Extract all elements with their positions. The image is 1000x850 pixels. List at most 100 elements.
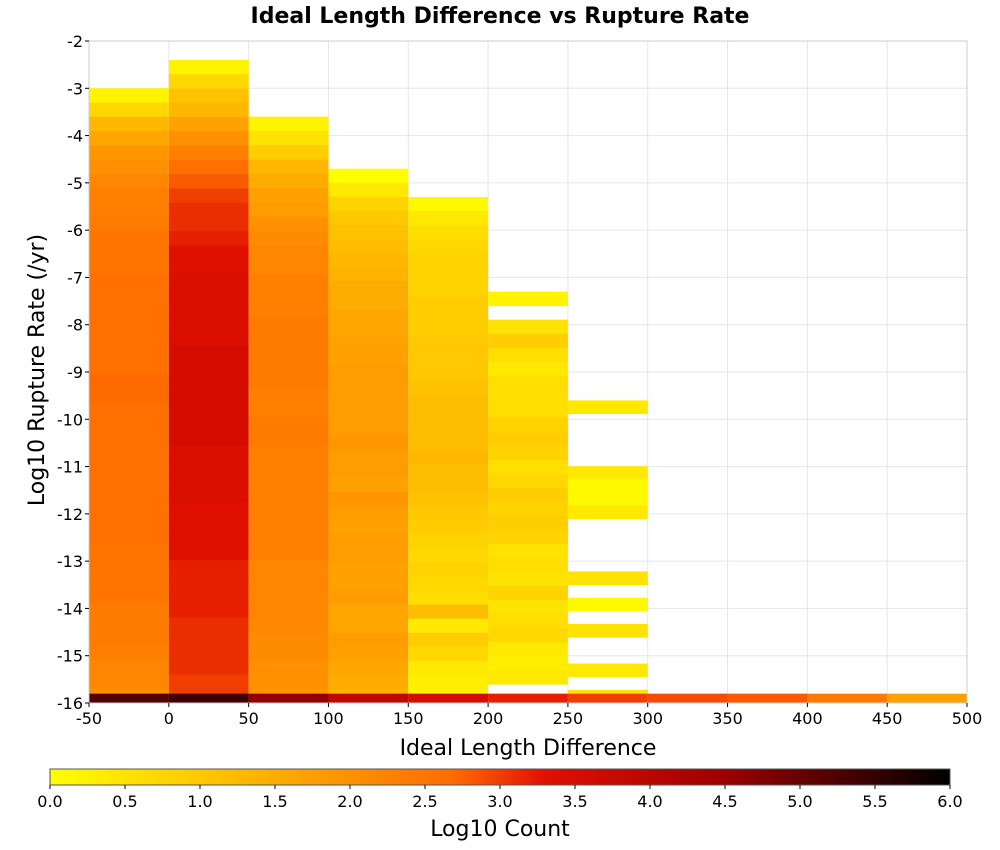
heatmap-cell <box>488 487 568 503</box>
heatmap-cell <box>408 618 489 634</box>
heatmap-cell <box>248 674 329 690</box>
heatmap-cell <box>168 574 249 590</box>
heatmap-cell <box>328 224 409 240</box>
heatmap-cell <box>248 202 329 218</box>
heatmap-cell <box>168 317 249 332</box>
heatmap-cell <box>168 102 249 118</box>
heatmap-cell <box>168 88 249 104</box>
x-tick-label: 200 <box>473 709 504 728</box>
heatmap-cell <box>328 534 409 549</box>
heatmap-cell <box>328 562 409 577</box>
heatmap-cell <box>248 302 329 318</box>
heatmap-cell <box>248 245 329 261</box>
colorbar-tick-label: 4.5 <box>712 792 737 811</box>
heatmap-cell <box>89 302 169 318</box>
heatmap-cell <box>328 253 409 268</box>
x-axis-label: Ideal Length Difference <box>400 736 657 761</box>
heatmap-cell <box>248 559 329 575</box>
heatmap-cell <box>408 478 489 493</box>
heatmap-cell <box>328 323 409 338</box>
colorbar-tick-label: 0.5 <box>112 792 137 811</box>
heatmap-cell <box>168 374 249 390</box>
heatmap-cell <box>328 210 409 226</box>
heatmap-cell <box>488 459 568 475</box>
heatmap-cell <box>488 693 568 703</box>
heatmap-cell <box>168 302 249 318</box>
heatmap-cell <box>248 188 329 203</box>
heatmap-cell <box>168 445 249 461</box>
y-tick-label: -9 <box>67 363 83 382</box>
heatmap-cell <box>328 379 409 395</box>
heatmap-cell <box>89 693 169 703</box>
y-tick-label: -13 <box>57 552 83 571</box>
heatmap-cell <box>408 632 489 648</box>
heatmap-cell <box>408 323 489 339</box>
heatmap-cell <box>248 159 329 175</box>
heatmap-cell <box>567 505 648 520</box>
heatmap-cell <box>248 545 329 561</box>
heatmap-cell <box>89 474 169 490</box>
heatmap-cell <box>168 274 249 290</box>
heatmap-cell <box>89 216 169 232</box>
heatmap-cell <box>89 674 169 690</box>
heatmap-cell <box>488 628 568 643</box>
heatmap-cell <box>168 531 249 547</box>
heatmap-cell <box>328 421 409 437</box>
heatmap-cell <box>89 574 169 590</box>
heatmap-cell <box>89 660 169 675</box>
heatmap-cell <box>328 435 409 451</box>
colorbar-tick-label: 0.0 <box>37 792 62 811</box>
heatmap-cell <box>248 345 329 361</box>
heatmap-cell <box>248 173 329 189</box>
heatmap-cell <box>408 267 489 282</box>
heatmap-cell <box>248 574 329 590</box>
heatmap-cell <box>89 174 169 189</box>
heatmap-cell <box>328 267 409 282</box>
heatmap-cell <box>168 631 249 647</box>
heatmap-cell <box>408 211 489 226</box>
colorbar-ticks: 0.0 0.5 1.0 1.5 2.0 2.5 3.0 3.5 4.0 4.5 5.0 5.5 6.0 <box>37 785 963 811</box>
heatmap-cell <box>408 590 489 606</box>
heatmap-cell <box>248 531 329 547</box>
heatmap-cell <box>89 145 169 161</box>
heatmap-cell <box>168 202 249 218</box>
colorbar-tick-label: 6.0 <box>937 792 962 811</box>
heatmap-cell <box>328 548 409 563</box>
heatmap-cell <box>408 379 489 395</box>
heatmap-cell <box>328 407 409 423</box>
heatmap-cell <box>567 466 648 480</box>
heatmap-cell <box>408 660 489 676</box>
heatmap-cell <box>89 431 169 447</box>
heatmap-cell <box>328 196 409 212</box>
heatmap-cell <box>488 557 568 573</box>
heatmap-cell <box>328 168 409 184</box>
colorbar-tick-label: 1.5 <box>262 792 287 811</box>
heatmap-cell <box>168 545 249 561</box>
heatmap-cell <box>89 245 169 261</box>
heatmap-cell <box>89 116 169 132</box>
heatmap-cell <box>89 259 169 275</box>
heatmap-cell <box>248 617 329 632</box>
x-tick-label: 350 <box>712 709 743 728</box>
heatmap-cell <box>168 159 249 175</box>
heatmap-cell <box>168 660 249 675</box>
y-tick-label: -11 <box>57 458 83 477</box>
heatmap-cell <box>168 231 249 247</box>
y-axis-ticks: -2 -3 -4 -5 -6 -7 -8 -9 -10 -11 -12 -13 -14 -15 -16 <box>57 32 89 713</box>
heatmap-cell <box>408 407 489 423</box>
x-tick-label: 500 <box>952 709 983 728</box>
heatmap-cell <box>168 117 249 132</box>
heatmap-cell <box>328 632 409 648</box>
heatmap-cell <box>168 488 249 504</box>
x-tick-label: 300 <box>632 709 663 728</box>
y-tick-label: -4 <box>67 127 83 146</box>
heatmap-cell <box>168 259 249 275</box>
heatmap-cell <box>408 309 489 325</box>
heatmap-cell <box>408 562 489 578</box>
x-tick-label: 250 <box>553 709 584 728</box>
heatmap-cell <box>488 403 568 419</box>
heatmap-cell <box>567 571 648 586</box>
heatmap-cell <box>488 656 568 671</box>
heatmap-cell <box>248 416 329 432</box>
